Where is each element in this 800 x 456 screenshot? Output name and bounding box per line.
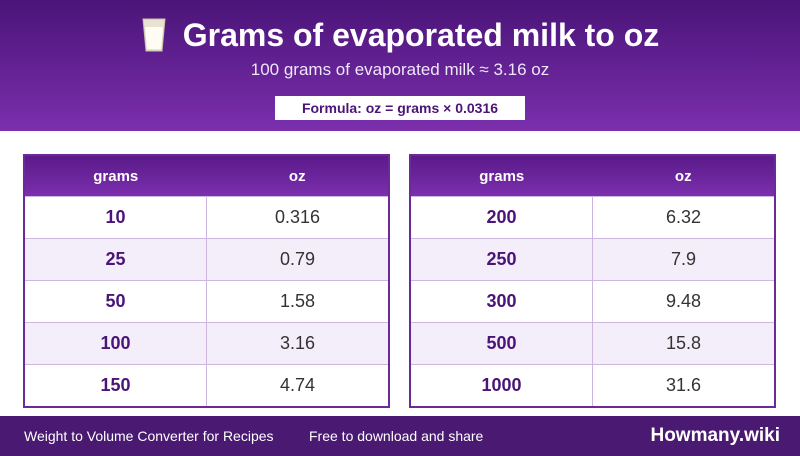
grams-cell: 200	[410, 196, 593, 239]
formula: Formula: oz = grams × 0.0316	[275, 96, 525, 120]
table-row: 1000 31.6	[410, 364, 775, 407]
oz-cell: 15.8	[592, 322, 775, 365]
grams-cell: 10	[24, 196, 207, 239]
oz-cell: 9.48	[592, 280, 775, 323]
grams-cell: 500	[410, 322, 593, 365]
oz-cell: 31.6	[592, 364, 775, 407]
table-row: 150 4.74	[24, 364, 389, 407]
footer-tagline: Free to download and share	[309, 428, 484, 444]
oz-cell: 4.74	[206, 364, 389, 407]
conversion-table: grams oz 10 0.316 25 0.79 50 1.58 100 3.16 150 4.74	[23, 154, 390, 408]
oz-cell: 1.58	[206, 280, 389, 323]
grams-cell: 300	[410, 280, 593, 323]
column-header: grams	[24, 155, 207, 197]
column-header: oz	[206, 155, 389, 197]
oz-cell: 3.16	[206, 322, 389, 365]
table-row: 500 15.8	[410, 322, 775, 365]
footer: Weight to Volume Converter for Recipes F…	[0, 416, 800, 456]
subtitle: 100 grams of evaporated milk ≈ 3.16 oz	[250, 60, 550, 79]
table-row: 50 1.58	[24, 280, 389, 323]
header-row: grams oz	[410, 155, 775, 197]
oz-cell: 0.316	[206, 196, 389, 239]
header-row: grams oz	[24, 155, 389, 197]
grams-cell: 100	[24, 322, 207, 365]
oz-cell: 0.79	[206, 238, 389, 281]
grams-cell: 25	[24, 238, 207, 281]
grams-cell: 150	[24, 364, 207, 407]
table-row: 250 7.9	[410, 238, 775, 281]
table-row: 25 0.79	[24, 238, 389, 281]
grams-cell: 50	[24, 280, 207, 323]
header: Grams of evaporated milk to oz 100 grams…	[0, 0, 800, 131]
column-header: oz	[592, 155, 775, 197]
column-header: grams	[410, 155, 593, 197]
table-row: 200 6.32	[410, 196, 775, 239]
oz-cell: 7.9	[592, 238, 775, 281]
table-row: 100 3.16	[24, 322, 389, 365]
title-row: Grams of evaporated milk to oz	[0, 14, 800, 56]
table-row: 300 9.48	[410, 280, 775, 323]
oz-cell: 6.32	[592, 196, 775, 239]
table-row: 10 0.316	[24, 196, 389, 239]
footer-text: Weight to Volume Converter for Recipes	[24, 428, 274, 444]
title: Grams of evaporated milk to oz	[182, 17, 660, 53]
grams-cell: 1000	[410, 364, 593, 407]
conversion-table: grams oz 200 6.32 250 7.9 300 9.48 500 15.8 1000 31…	[409, 154, 776, 408]
grams-cell: 250	[410, 238, 593, 281]
brand: Howmany.wiki	[650, 425, 780, 446]
milk-icon	[142, 18, 166, 52]
